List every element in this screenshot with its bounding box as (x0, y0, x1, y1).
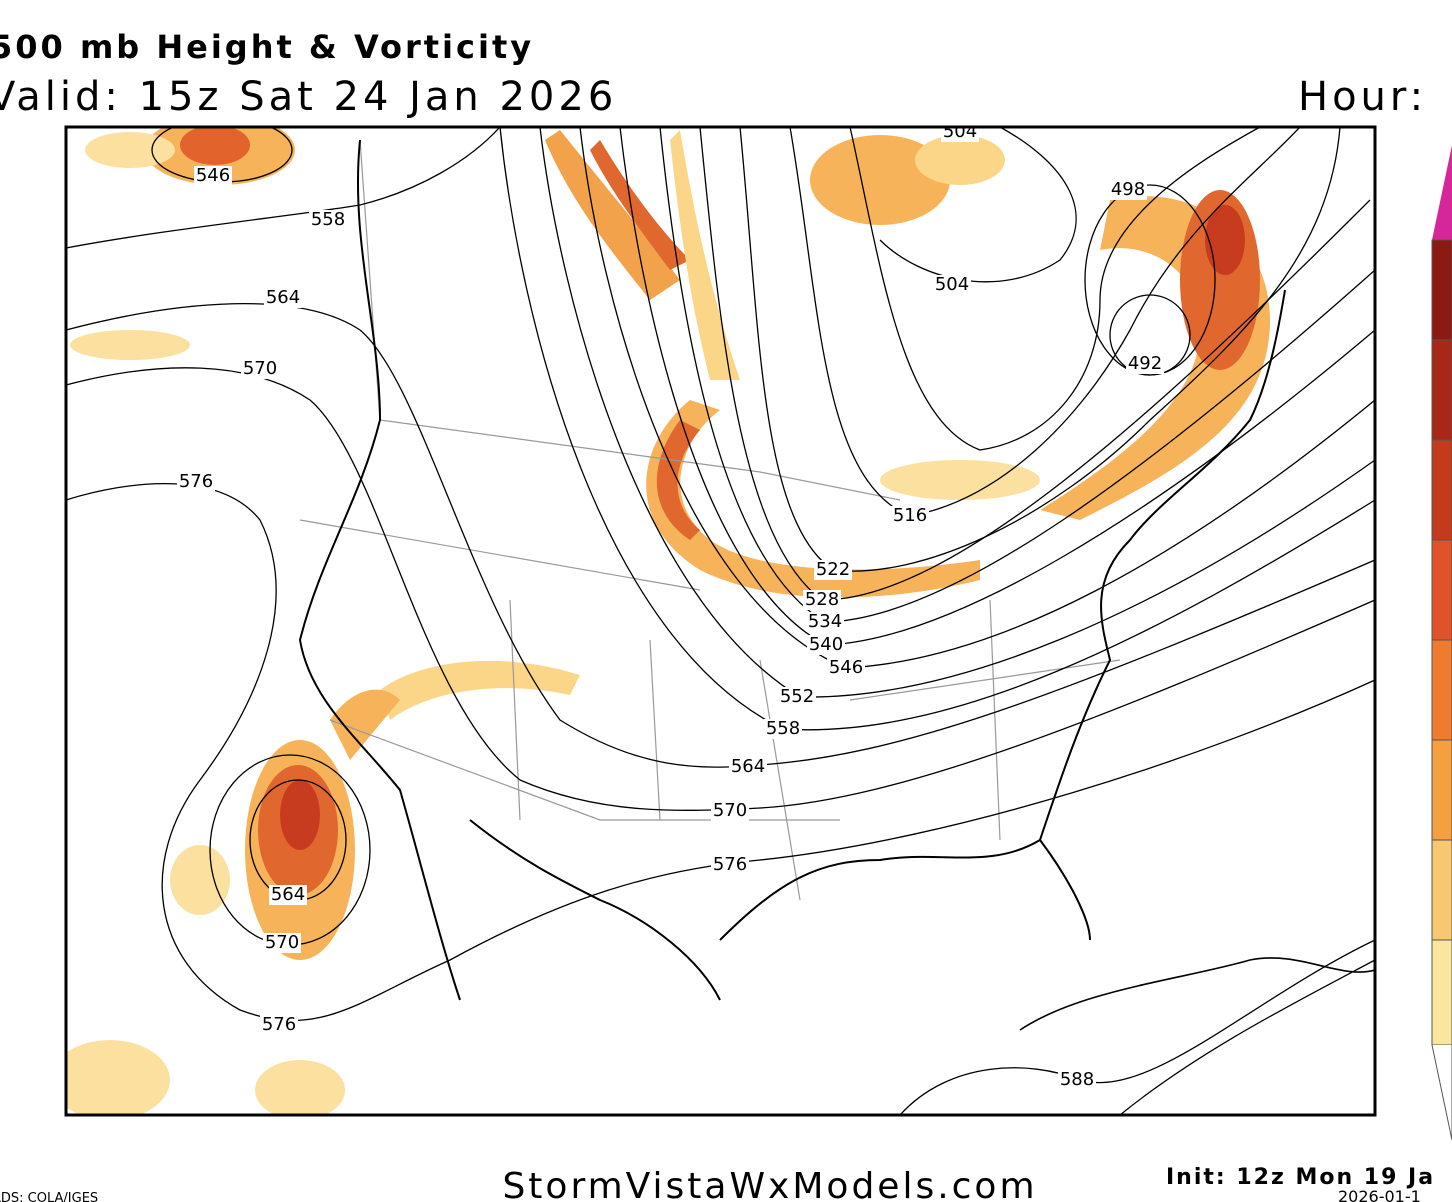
label-box (803, 590, 841, 610)
borders (298, 139, 1375, 1031)
contour-label: 588 (1060, 1069, 1094, 1090)
label-box (241, 359, 279, 379)
label-box (933, 275, 971, 295)
contour-label: 576 (179, 471, 213, 492)
label-box (711, 801, 749, 821)
label-box (941, 127, 979, 142)
label-box (269, 885, 307, 905)
contour-label: 546 (196, 165, 230, 186)
label-box (264, 288, 302, 308)
label-box (1126, 354, 1164, 374)
label-box (729, 757, 767, 777)
contour-label: 570 (713, 800, 747, 821)
label-box (764, 719, 802, 739)
label-box (891, 506, 929, 526)
contour-label: 552 (780, 686, 814, 707)
contour-label: 558 (766, 718, 800, 739)
label-box (814, 560, 852, 580)
label-box (309, 210, 347, 230)
contour-label: 576 (713, 854, 747, 875)
contour-label: 522 (816, 559, 850, 580)
contour-label: 570 (265, 932, 299, 953)
contour-label: 540 (809, 634, 843, 655)
map-frame (64, 125, 1377, 1117)
data-source: ADS: COLA/IGES (0, 1191, 98, 1202)
label-box (711, 855, 749, 875)
valid-time: Valid: 15z Sat 24 Jan 2026 (0, 74, 617, 120)
label-box (263, 933, 301, 953)
contour-label: 516 (893, 505, 927, 526)
color-bar (1431, 145, 1452, 1141)
map-title: 500 mb Height & Vorticity (0, 28, 534, 66)
contour-label: 570 (243, 358, 277, 379)
contour-label: 546 (829, 657, 863, 678)
contour-labels: 5465585645705765044985044925165225285345… (177, 121, 1164, 1090)
map-area: 5465585645705765044985044925165225285345… (66, 121, 1375, 1115)
label-box (194, 166, 232, 186)
contour-label: 504 (935, 274, 969, 295)
contour-label: 504 (943, 121, 977, 142)
contour-label: 576 (262, 1014, 296, 1035)
site-name: StormVistaWxModels.com (502, 1166, 1037, 1202)
label-box (1109, 180, 1147, 200)
vorticity-shading (66, 127, 1270, 1115)
contour-label: 534 (808, 611, 842, 632)
contour-label: 558 (311, 209, 345, 230)
forecast-hour: Hour: (1298, 74, 1427, 120)
label-box (807, 635, 845, 655)
contour-label: 498 (1111, 179, 1145, 200)
label-box (177, 472, 215, 492)
init-date: 2026-01-1 (1338, 1187, 1421, 1202)
contour-label: 564 (731, 756, 765, 777)
contour-label: 492 (1128, 353, 1162, 374)
contour-label: 564 (271, 884, 305, 905)
contour-label: 528 (805, 589, 839, 610)
init-time: Init: 12z Mon 19 Ja (1166, 1165, 1435, 1190)
label-box (778, 687, 816, 707)
label-box (806, 612, 844, 632)
label-box (1058, 1070, 1096, 1090)
label-box (827, 658, 865, 678)
label-box (260, 1015, 298, 1035)
contour-label: 564 (266, 287, 300, 308)
